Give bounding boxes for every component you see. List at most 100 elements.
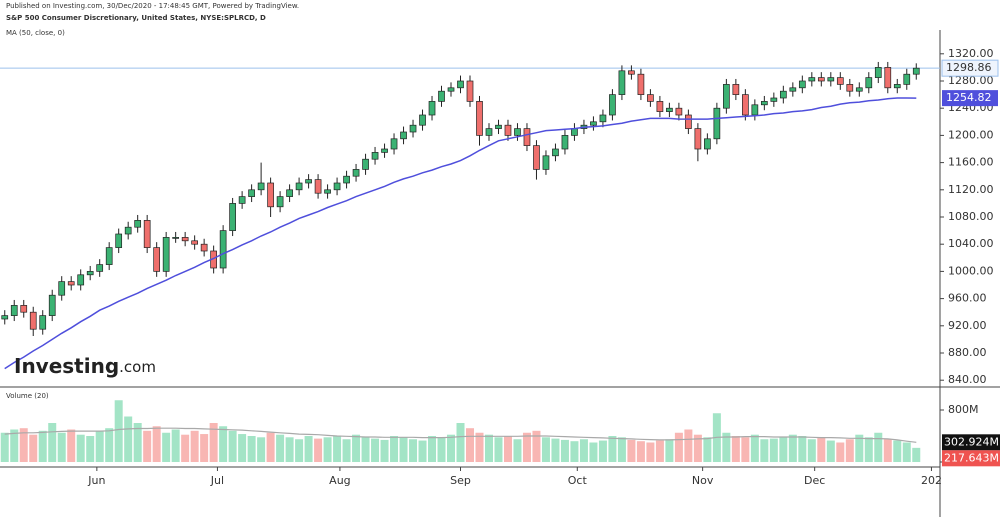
volume-bar — [238, 434, 247, 462]
volume-bar — [257, 437, 266, 462]
candle-body — [827, 77, 835, 82]
volume-bar — [200, 434, 209, 462]
candle-body — [143, 220, 151, 248]
candle-body — [86, 271, 94, 276]
volume-bar — [409, 439, 418, 462]
volume-bar — [29, 434, 38, 462]
candle-body — [362, 158, 369, 170]
candle-body — [903, 73, 911, 85]
volume-bar — [560, 439, 569, 462]
volume-bar — [627, 439, 636, 462]
volume-bar — [133, 423, 142, 462]
candle-body — [333, 182, 341, 191]
last-price-box — [941, 59, 999, 77]
volume-bar — [342, 439, 351, 462]
candle-body — [124, 226, 132, 235]
candle-body — [504, 124, 512, 136]
candle-body — [599, 114, 607, 123]
volume-bar — [371, 438, 380, 462]
volume-bar — [845, 439, 854, 462]
volume-last-box — [942, 450, 1000, 467]
volume-bar — [893, 440, 902, 462]
last-price-label: 1298.86 — [946, 61, 992, 74]
volume-bar — [447, 434, 456, 462]
candle-body — [466, 80, 474, 102]
volume-bar — [750, 434, 759, 462]
candle-body — [751, 104, 759, 116]
y-tick-label: 960.00 — [948, 292, 987, 305]
candle-body — [438, 90, 445, 102]
volume-bar — [276, 434, 285, 462]
candle-body — [694, 128, 702, 150]
candle-body — [713, 107, 721, 140]
volume-bar — [456, 423, 465, 462]
candle-body — [723, 84, 730, 109]
volume-bar — [883, 439, 892, 462]
x-tick-label: Jun — [87, 474, 105, 487]
candle-body — [893, 84, 901, 89]
candle-body — [343, 175, 350, 184]
candle-body — [419, 114, 426, 126]
volume-bar — [171, 429, 180, 462]
volume-bar — [836, 442, 845, 462]
y-tick-label: 840.00 — [948, 373, 987, 386]
volume-bar — [437, 437, 446, 462]
volume-bar — [314, 438, 323, 462]
candle-body — [884, 67, 892, 89]
volume-bar — [579, 439, 588, 462]
volume-bar — [48, 423, 57, 462]
volume-bar — [788, 434, 797, 462]
volume-bar — [323, 437, 332, 462]
volume-bar — [361, 437, 370, 462]
volume-bar — [646, 442, 655, 462]
candle-body — [457, 80, 464, 89]
volume-bar — [703, 437, 712, 462]
candle-body — [675, 107, 683, 116]
volume-bar — [352, 434, 361, 462]
candle-body — [798, 80, 806, 89]
volume-bar — [76, 434, 85, 462]
volume-bar — [428, 436, 437, 462]
volume-bar — [608, 436, 617, 462]
candle-body — [257, 182, 265, 191]
volume-bar — [67, 429, 76, 462]
volume-bar — [466, 428, 474, 462]
volume-bar — [105, 428, 114, 462]
volume-bar — [418, 440, 427, 462]
volume-bar — [86, 436, 95, 462]
volume-bar — [285, 437, 294, 462]
volume-bar — [503, 436, 512, 462]
candle-body — [542, 155, 550, 170]
candle-body — [29, 311, 37, 330]
candle-body — [352, 169, 360, 177]
y-tick-label: 1000.00 — [948, 264, 994, 277]
candle-body — [760, 101, 768, 106]
candle-body — [704, 138, 711, 150]
candle-body — [561, 135, 569, 150]
volume-last-label: 217.643M — [944, 451, 999, 464]
candle-body — [590, 121, 597, 126]
candle-body — [628, 70, 635, 75]
y-tick-label: 1200.00 — [948, 128, 994, 141]
candle-body — [20, 305, 28, 313]
candle-body — [647, 94, 654, 102]
candle-body — [219, 230, 227, 269]
candle-body — [808, 77, 816, 82]
y-tick-label: 880.00 — [948, 346, 987, 359]
logo-main: Investing — [14, 354, 119, 378]
volume-bar — [684, 429, 693, 462]
volume-bar — [219, 426, 228, 462]
candle-body — [666, 107, 673, 112]
volume-bar — [912, 447, 921, 462]
ma-value-label: 1254.82 — [946, 91, 992, 104]
volume-bar — [636, 441, 645, 462]
logo: Investing.com — [14, 354, 156, 378]
candle-body — [428, 101, 436, 116]
volume-bar — [114, 400, 123, 462]
volume-bar — [617, 437, 626, 462]
logo-text: Investing.com — [14, 354, 156, 378]
candle-body — [523, 128, 531, 146]
candle-body — [295, 182, 303, 191]
indicator-label: MA (50, close, 0) — [6, 29, 65, 37]
candle-body — [514, 128, 521, 136]
